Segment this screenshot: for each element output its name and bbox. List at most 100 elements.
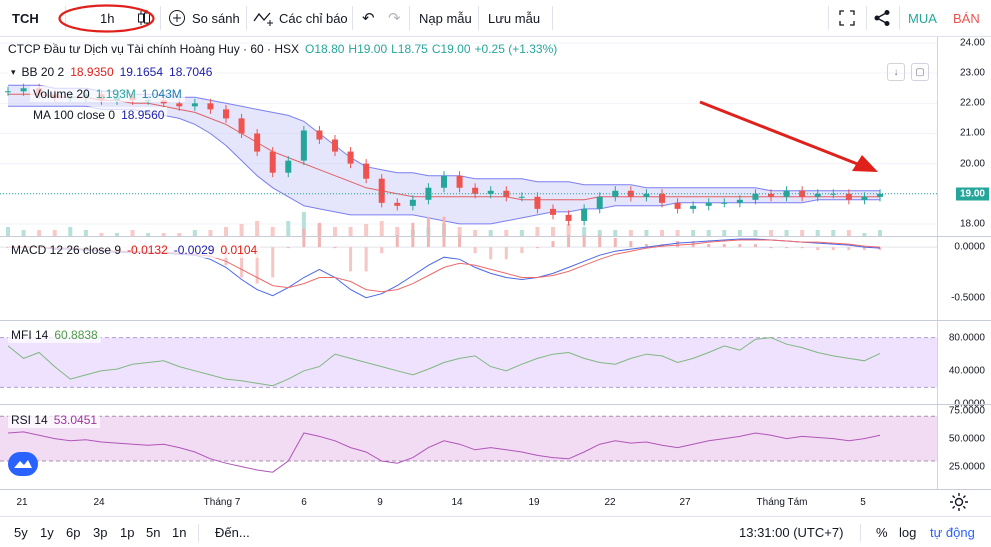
undo-button[interactable]: ↶ bbox=[362, 0, 375, 36]
volume-bar bbox=[878, 230, 882, 236]
time-tick-label: 9 bbox=[377, 497, 383, 508]
candle-body bbox=[534, 196, 541, 209]
compare-label: So sánh bbox=[192, 10, 240, 26]
candle-style-button[interactable] bbox=[136, 0, 152, 36]
mfi-legend[interactable]: MFI 14 60.8838 bbox=[8, 327, 101, 343]
save-template-button[interactable]: Lưu mẫu bbox=[488, 0, 540, 36]
pane-divider[interactable] bbox=[0, 404, 991, 405]
candle-body bbox=[861, 196, 868, 200]
volume-bar bbox=[333, 227, 337, 236]
volume-bar bbox=[37, 230, 42, 236]
range-3m[interactable]: 3p bbox=[93, 525, 108, 540]
mfi-line bbox=[7, 337, 881, 387]
range-6m[interactable]: 6p bbox=[66, 525, 81, 540]
pane-divider[interactable] bbox=[0, 236, 991, 237]
top-toolbar: TCH 1h So sánh Các chỉ báo ↶ ↷ Nạp mẫu L… bbox=[0, 0, 991, 37]
sell-button[interactable]: BÁN bbox=[953, 0, 980, 36]
divider bbox=[65, 6, 66, 30]
volume-legend[interactable]: Volume 20 1.193M 1.043M bbox=[30, 86, 185, 102]
candle-body bbox=[877, 193, 883, 197]
symbol-search[interactable]: TCH bbox=[12, 0, 39, 36]
annotation-arrow-line bbox=[699, 100, 861, 167]
range-1y[interactable]: 1y bbox=[40, 525, 54, 540]
macd-histogram-bar bbox=[567, 234, 571, 248]
macd-name: MACD 12 26 close 9 bbox=[11, 243, 122, 257]
volume-value: 1.193M bbox=[95, 87, 136, 101]
range-1d[interactable]: 1n bbox=[172, 525, 187, 540]
candle-body bbox=[596, 196, 603, 209]
bb-legend[interactable]: ▾ BB 20 2 18.9350 19.1654 18.7046 bbox=[8, 64, 216, 80]
ohlc-values: O18.80 H19.00 L18.75 C19.00 +0.25 (+1.33… bbox=[305, 42, 557, 56]
indicators-label: Các chỉ báo bbox=[279, 10, 348, 26]
log-toggle[interactable]: log bbox=[899, 525, 917, 540]
reset-button[interactable]: ▢ bbox=[911, 63, 929, 81]
settings-button[interactable] bbox=[948, 491, 970, 516]
pane-divider[interactable] bbox=[0, 320, 991, 321]
scroll-down-button[interactable]: ↓ bbox=[887, 63, 905, 81]
volume-bar bbox=[691, 230, 696, 236]
load-template-button[interactable]: Nạp mẫu bbox=[419, 0, 472, 36]
interval-button[interactable]: 1h bbox=[100, 0, 114, 36]
range-5y[interactable]: 5y bbox=[14, 525, 28, 540]
candle-body bbox=[20, 88, 27, 92]
macd-histogram-bar bbox=[878, 247, 882, 251]
collapse-icon[interactable]: ▾ bbox=[11, 66, 16, 77]
candle-body bbox=[191, 103, 198, 107]
macd-histogram-bar bbox=[785, 247, 789, 249]
divider bbox=[552, 6, 553, 30]
candle-body bbox=[347, 151, 354, 164]
divider bbox=[246, 6, 247, 30]
chart-svg[interactable] bbox=[0, 37, 937, 490]
price-tick-label: 23.00 bbox=[959, 67, 985, 79]
macd-histogram-bar bbox=[458, 234, 462, 248]
volume-bar bbox=[208, 230, 213, 236]
bb-basis: 18.9350 bbox=[70, 65, 114, 79]
volume-bar bbox=[301, 212, 306, 236]
time-tick-label: 22 bbox=[604, 497, 616, 508]
candle-body bbox=[300, 130, 307, 161]
compare-button[interactable]: So sánh bbox=[168, 0, 240, 36]
candle-body bbox=[799, 190, 806, 197]
volume-bar bbox=[130, 230, 135, 236]
clock-timezone[interactable]: 13:31:00 (UTC+7) bbox=[739, 525, 844, 540]
volume-bar bbox=[660, 230, 664, 236]
divider bbox=[160, 6, 161, 30]
chart-area[interactable] bbox=[0, 37, 937, 490]
buy-button[interactable]: MUA bbox=[908, 0, 937, 36]
goto-date-button[interactable]: Đến... bbox=[215, 525, 250, 540]
candle-body bbox=[752, 193, 759, 200]
candle-body bbox=[441, 175, 447, 188]
mfi-name: MFI 14 bbox=[11, 328, 49, 342]
candle-body bbox=[316, 130, 323, 140]
range-1m[interactable]: 1p bbox=[120, 525, 135, 540]
price-axis[interactable]: 24.0023.0022.0021.0020.0019.0018.0019.00… bbox=[937, 37, 991, 490]
percent-toggle[interactable]: % bbox=[876, 525, 888, 540]
macd-legend[interactable]: MACD 12 26 close 9 -0.0132 -0.0029 0.010… bbox=[8, 242, 261, 258]
auto-scale-toggle[interactable]: tự động bbox=[930, 525, 975, 540]
indicators-button[interactable]: Các chỉ báo bbox=[253, 0, 348, 36]
volume-bar bbox=[348, 227, 353, 236]
macd-histogram-bar bbox=[598, 234, 602, 248]
candle-body bbox=[409, 199, 416, 206]
volume-bar bbox=[364, 224, 369, 236]
rsi-value: 53.0451 bbox=[53, 413, 98, 427]
mfi-band bbox=[0, 337, 937, 388]
logo-button[interactable] bbox=[8, 452, 38, 476]
price-tick-label: 24.00 bbox=[959, 37, 985, 49]
macd-histogram-bar bbox=[551, 241, 555, 248]
price-tick-label: 21.00 bbox=[959, 127, 985, 139]
macd-histogram-bar bbox=[769, 247, 773, 249]
redo-button[interactable]: ↷ bbox=[388, 0, 401, 36]
macd-histogram-bar bbox=[504, 247, 508, 260]
volume-bar bbox=[769, 230, 773, 236]
rsi-legend[interactable]: RSI 14 53.0451 bbox=[8, 412, 101, 428]
candle-body bbox=[363, 163, 370, 179]
share-button[interactable] bbox=[873, 0, 891, 36]
volume-bar bbox=[21, 230, 26, 236]
volume-bar bbox=[161, 233, 166, 236]
ma-legend[interactable]: MA 100 close 0 18.9560 bbox=[30, 107, 168, 123]
volume-bar bbox=[395, 227, 400, 236]
range-5d[interactable]: 5n bbox=[146, 525, 161, 540]
candle-body bbox=[721, 202, 728, 204]
fullscreen-button[interactable] bbox=[838, 0, 856, 36]
